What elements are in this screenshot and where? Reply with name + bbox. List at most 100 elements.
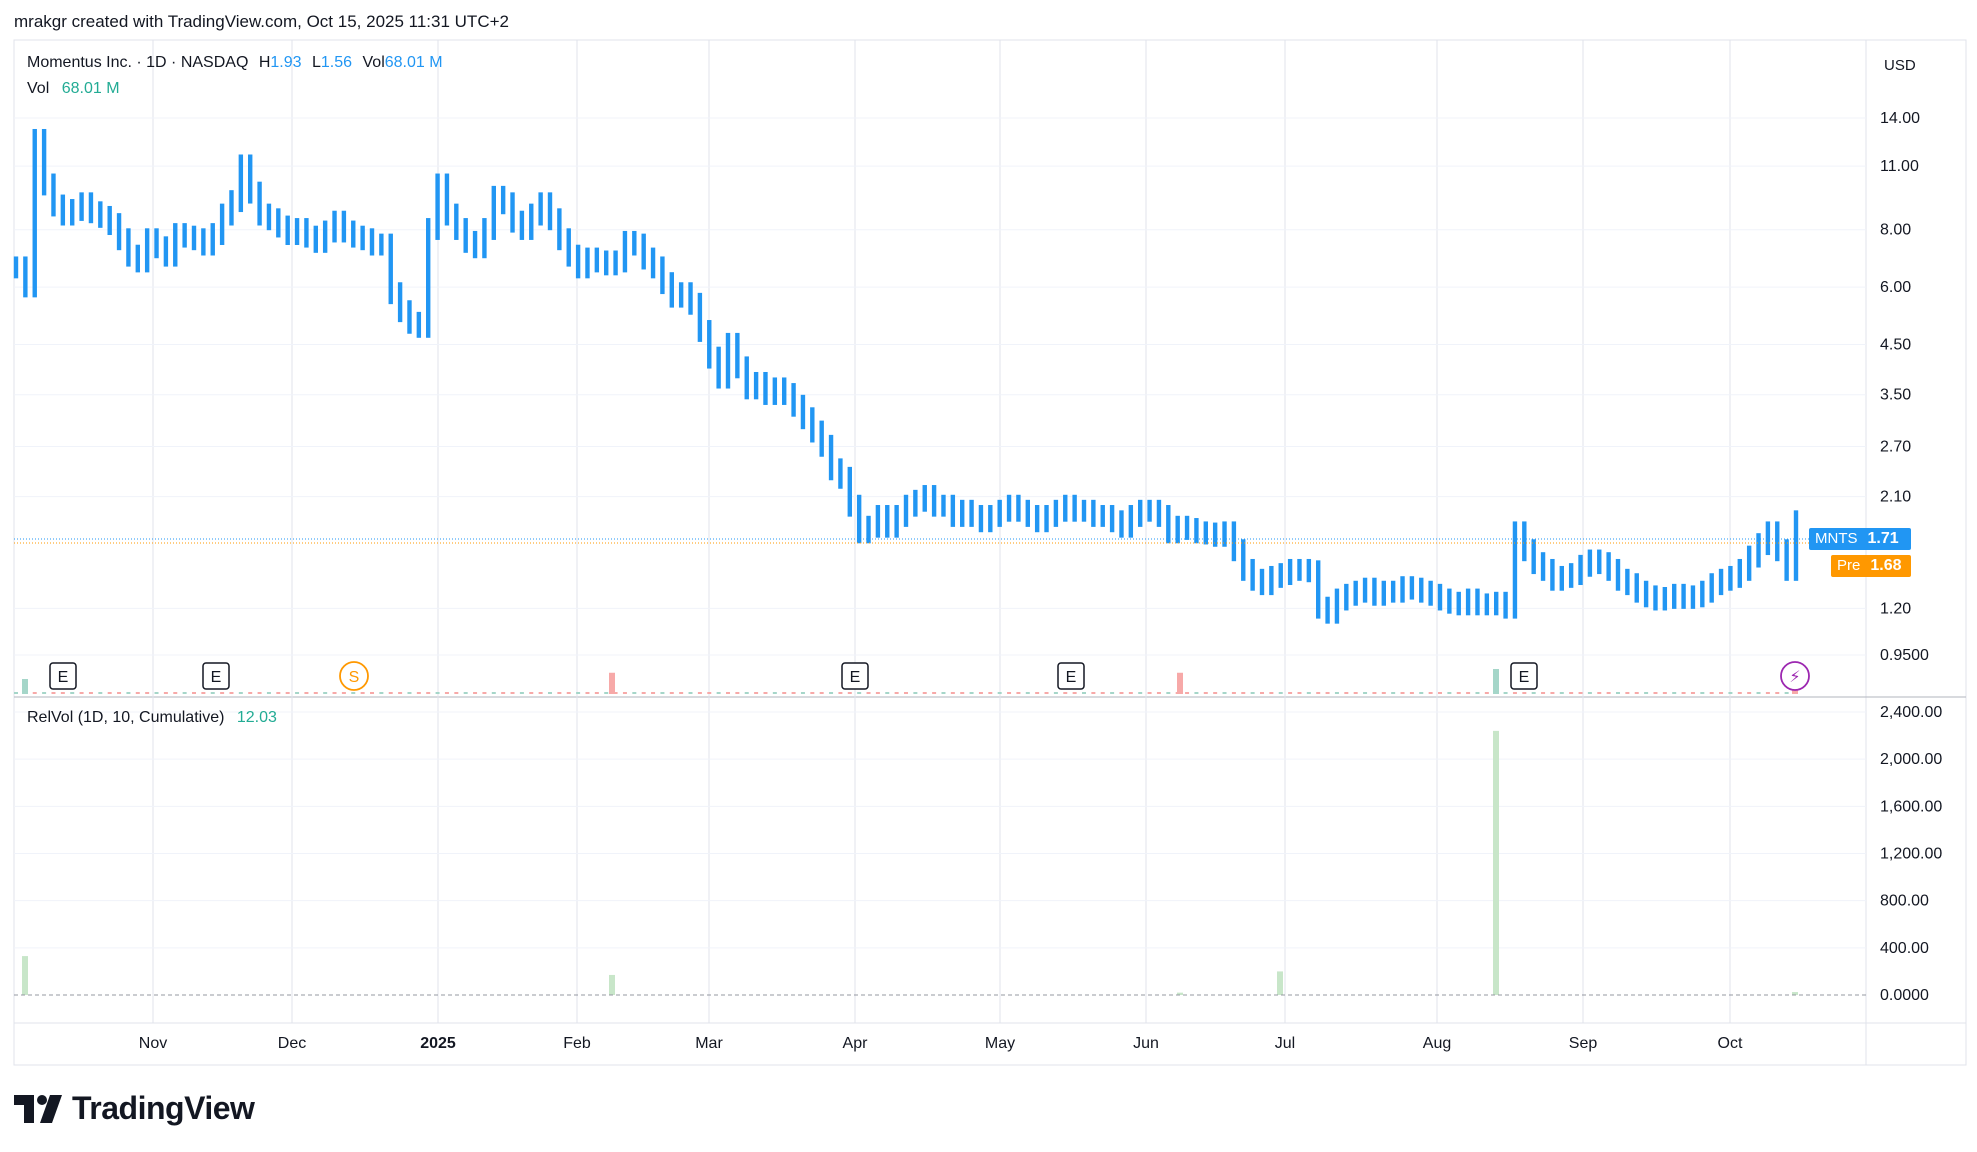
volume-bar [1213, 692, 1218, 694]
volume-bar [1644, 692, 1649, 694]
price-bar [294, 218, 300, 245]
price-bar [1231, 521, 1237, 562]
volume-bar [1391, 692, 1396, 694]
volume-bar [1231, 692, 1236, 694]
relvol-legend[interactable]: RelVol (1D, 10, Cumulative) 12.03 [27, 709, 277, 727]
price-bar [266, 203, 272, 231]
volume-bar [1662, 692, 1667, 694]
price-bar [144, 228, 150, 273]
price-tick-label: 4.50 [1880, 337, 1911, 354]
price-bar [1503, 591, 1508, 619]
volume-legend[interactable]: Vol 68.01 M [27, 80, 120, 98]
price-bar [1718, 568, 1724, 596]
price-bar [772, 377, 778, 405]
volume-bar [1241, 692, 1246, 694]
price-bar [1044, 505, 1049, 533]
price-bar [1053, 499, 1059, 527]
tradingview-logo[interactable]: TradingView [14, 1090, 255, 1127]
relvol-bar [1177, 992, 1183, 995]
volume-bar [332, 692, 337, 694]
volume-bar [1587, 692, 1592, 694]
last-price-value: 1.71 [1867, 530, 1899, 547]
volume-bar [435, 692, 440, 694]
price-bar [360, 225, 365, 251]
price-bar [1316, 560, 1321, 619]
price-bar [1091, 499, 1096, 527]
volume-bar [1653, 692, 1658, 694]
volume-bar [1325, 692, 1330, 694]
price-bar [500, 185, 506, 215]
price-bar [1203, 521, 1208, 545]
volume-bar [913, 692, 918, 694]
price-bar [510, 192, 515, 233]
price-bar [1634, 573, 1639, 603]
main-legend[interactable]: Momentus Inc. · 1D · NASDAQ H1.93 L1.56 … [27, 54, 443, 72]
price-tick-label: 1.20 [1880, 600, 1911, 617]
relvol-study-label[interactable]: RelVol (1D, 10, Cumulative) [27, 709, 225, 726]
volume-bar [145, 692, 150, 694]
volume-bar [1700, 692, 1705, 694]
price-bar [1746, 545, 1752, 581]
volume-bar [444, 692, 449, 694]
price-bar [1578, 554, 1583, 586]
volume-bar [688, 692, 693, 694]
price-bar [1681, 583, 1686, 609]
price-bar [98, 201, 103, 228]
symbol-title[interactable]: Momentus Inc. · 1D · NASDAQ [27, 54, 249, 71]
event-markers[interactable]: E E S E E E ⚡ [49, 661, 1810, 691]
price-bar [351, 220, 356, 248]
price-bar [41, 128, 47, 196]
price-bar [1456, 591, 1461, 616]
volume-bar [707, 692, 712, 694]
volume-bar [1522, 692, 1527, 694]
price-bar [1437, 583, 1443, 611]
tradingview-logo-icon [14, 1094, 62, 1123]
event-marker-label: S [349, 669, 360, 686]
vol-study-label[interactable]: Vol [27, 80, 50, 97]
volume-bar [491, 692, 496, 694]
volume-bar [885, 692, 890, 694]
volume-bar [744, 692, 749, 694]
price-bar [416, 311, 422, 338]
volume-bar [32, 692, 37, 694]
volume-bar [1288, 692, 1293, 694]
volume-bar [557, 692, 562, 694]
volume-bar [782, 692, 787, 694]
volume-bar [1597, 692, 1602, 694]
price-tick-label: 2.70 [1880, 439, 1911, 456]
volume-bar [1447, 692, 1452, 694]
price-bar [810, 407, 815, 443]
price-bar [707, 320, 712, 369]
volume-bar [1531, 692, 1536, 694]
price-bar [1156, 499, 1162, 527]
price-bar [1287, 558, 1293, 586]
volume-bar [201, 692, 206, 694]
price-bar [997, 499, 1002, 527]
volume-bar [1690, 692, 1695, 694]
volume-bar [1747, 692, 1752, 694]
volume-bar [529, 692, 534, 694]
price-bar [304, 218, 309, 248]
volume-bar [370, 692, 374, 694]
price-bar [322, 220, 328, 253]
price-bar [885, 505, 890, 538]
price-bar [1259, 568, 1265, 596]
volume-bar [285, 692, 290, 694]
volume-bar [304, 692, 309, 694]
relvol-bar [22, 956, 28, 995]
price-bar [1615, 558, 1621, 591]
relvol-bar [1277, 971, 1283, 995]
price-bar [744, 356, 749, 400]
volume-bar [238, 692, 243, 694]
price-bar [1390, 580, 1396, 603]
volume-bar [922, 692, 927, 694]
price-bar [444, 173, 450, 226]
volume-bar [1493, 669, 1499, 694]
volume-bar [1728, 692, 1733, 694]
volume-bar [154, 692, 159, 694]
price-bar [1428, 580, 1433, 606]
price-bar [585, 247, 590, 279]
price-bar [13, 256, 19, 279]
volume-bar [1681, 692, 1686, 694]
currency-label[interactable]: USD [1884, 57, 1916, 74]
